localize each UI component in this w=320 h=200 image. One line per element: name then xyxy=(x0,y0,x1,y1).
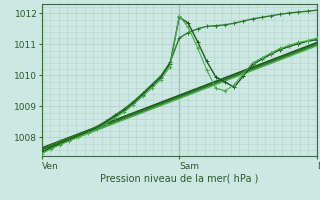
X-axis label: Pression niveau de la mer( hPa ): Pression niveau de la mer( hPa ) xyxy=(100,173,258,183)
